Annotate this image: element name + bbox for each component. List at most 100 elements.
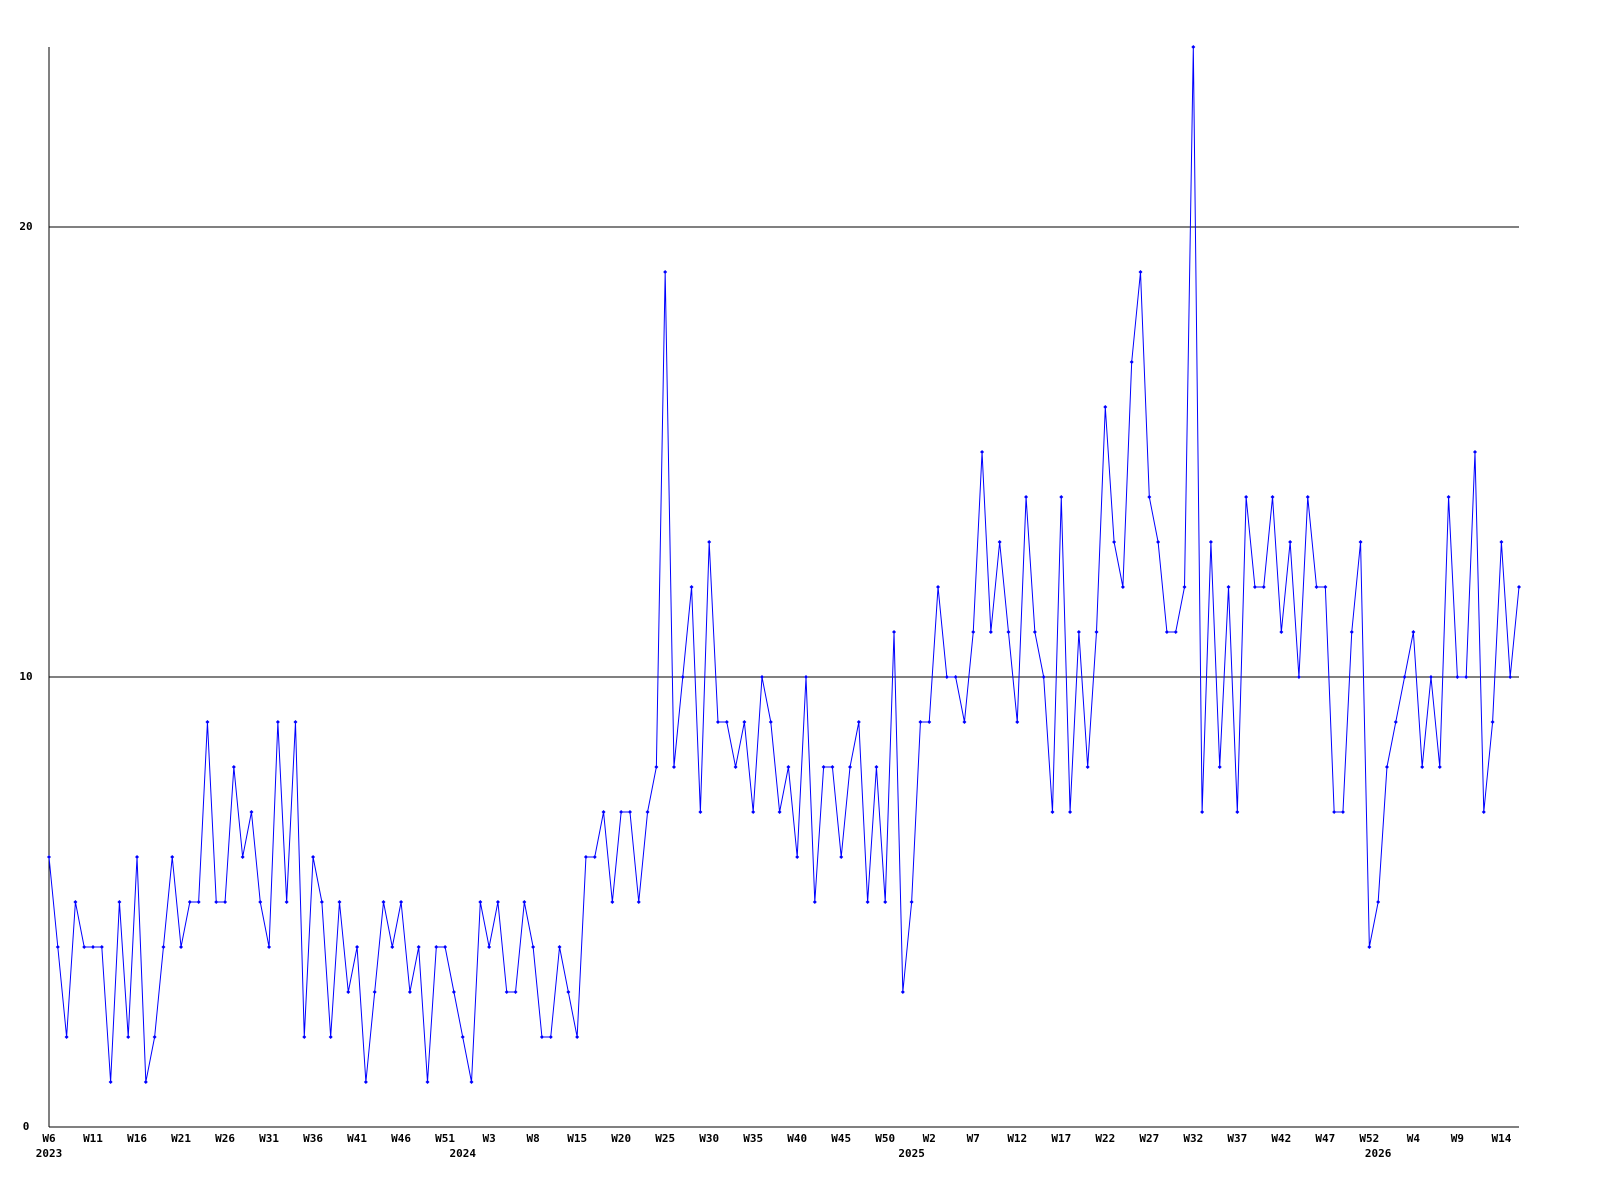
point: [1226, 585, 1231, 589]
point: [1314, 585, 1319, 589]
point: [47, 855, 51, 859]
x-tick-label: W20: [611, 1132, 631, 1145]
x-tick-label: W27: [1139, 1132, 1159, 1145]
line: [48, 46, 1520, 1083]
point: [1340, 810, 1345, 814]
point: [759, 675, 764, 679]
point: [434, 945, 439, 949]
point: [671, 765, 676, 769]
point: [583, 855, 588, 859]
point: [355, 945, 360, 949]
x-tick-label: W42: [1271, 1132, 1291, 1145]
point: [231, 765, 236, 769]
point: [707, 540, 712, 544]
point: [1481, 810, 1486, 814]
point: [918, 720, 923, 724]
point: [99, 945, 104, 949]
x-tick-label: W32: [1183, 1132, 1203, 1145]
point: [1200, 810, 1205, 814]
point: [1208, 540, 1213, 544]
point: [680, 675, 685, 679]
point: [856, 720, 861, 724]
point: [240, 855, 245, 859]
x-tick-label: W6: [42, 1132, 56, 1145]
point: [566, 990, 571, 994]
point: [1252, 585, 1257, 589]
point: [469, 1080, 474, 1084]
point: [1270, 495, 1275, 499]
point: [1517, 585, 1521, 589]
point: [698, 810, 703, 814]
point: [936, 585, 941, 589]
point: [302, 1035, 307, 1039]
point: [1508, 675, 1513, 679]
x-year-label: 2026: [1365, 1147, 1392, 1160]
point: [733, 765, 738, 769]
point: [1156, 540, 1161, 544]
point: [460, 1035, 465, 1039]
point: [751, 810, 756, 814]
point: [416, 945, 421, 949]
point: [892, 630, 897, 634]
point: [249, 810, 254, 814]
x-tick-label: W41: [347, 1132, 367, 1145]
point: [55, 945, 60, 949]
point: [363, 1080, 368, 1084]
point: [372, 990, 377, 994]
point: [1349, 630, 1354, 634]
point: [275, 720, 280, 724]
point: [487, 945, 492, 949]
point: [953, 675, 958, 679]
point: [152, 1035, 157, 1039]
point: [1437, 765, 1442, 769]
point: [636, 900, 641, 904]
point: [821, 765, 826, 769]
point: [724, 720, 729, 724]
point: [91, 945, 96, 949]
point: [381, 900, 386, 904]
point: [205, 720, 210, 724]
point: [539, 1035, 544, 1039]
point: [319, 900, 324, 904]
point: [988, 630, 993, 634]
x-tick-label: W16: [127, 1132, 147, 1145]
point: [1094, 630, 1099, 634]
point: [601, 810, 606, 814]
point: [495, 900, 500, 904]
point: [170, 855, 175, 859]
x-tick-label: W12: [1007, 1132, 1027, 1145]
point: [126, 1035, 131, 1039]
point: [1393, 720, 1398, 724]
x-tick-label: W35: [743, 1132, 763, 1145]
point: [196, 900, 201, 904]
point: [311, 855, 316, 859]
point: [1112, 540, 1117, 544]
point: [522, 900, 527, 904]
x-tick-label: W45: [831, 1132, 851, 1145]
point: [689, 585, 694, 589]
point: [962, 720, 967, 724]
point: [513, 990, 518, 994]
x-tick-label: W46: [391, 1132, 411, 1145]
point: [1296, 675, 1301, 679]
point: [874, 765, 879, 769]
point: [117, 900, 122, 904]
point: [1147, 495, 1152, 499]
y-tick-label: 20: [19, 220, 32, 233]
point: [531, 945, 536, 949]
point: [179, 945, 184, 949]
point: [108, 1080, 113, 1084]
point: [1490, 720, 1495, 724]
point: [1244, 495, 1249, 499]
point: [64, 1035, 69, 1039]
point: [1472, 450, 1477, 454]
point: [82, 945, 87, 949]
point: [1217, 765, 1222, 769]
point: [839, 855, 844, 859]
point: [1059, 495, 1064, 499]
x-tick-label: W51: [435, 1132, 455, 1145]
point: [293, 720, 298, 724]
point: [768, 720, 773, 724]
point: [187, 900, 192, 904]
